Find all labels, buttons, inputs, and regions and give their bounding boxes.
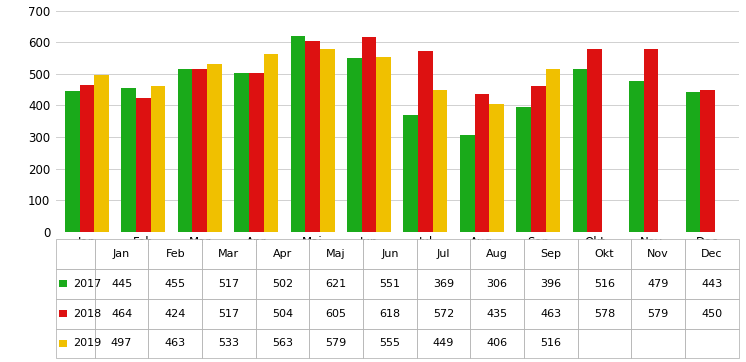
Text: Jun: Jun (381, 249, 398, 259)
Bar (80, 85, 94, 232)
Bar (700, 90, 715, 232)
Bar (404, 115, 418, 232)
Text: 479: 479 (648, 279, 668, 289)
Bar (489, 104, 504, 232)
Text: 463: 463 (540, 308, 561, 319)
Text: 306: 306 (486, 279, 507, 289)
Bar (207, 64, 222, 232)
Text: Apr: Apr (273, 249, 292, 259)
Bar (516, 107, 531, 232)
Text: 443: 443 (701, 279, 722, 289)
Text: 533: 533 (219, 338, 239, 349)
Bar (587, 49, 602, 232)
Text: 2018: 2018 (73, 308, 101, 319)
Bar (531, 86, 545, 232)
Text: 497: 497 (111, 338, 132, 349)
Text: Mar: Mar (219, 249, 239, 259)
Bar (474, 94, 489, 232)
Text: 516: 516 (540, 338, 561, 349)
Text: 579: 579 (325, 338, 347, 349)
Text: 445: 445 (111, 279, 132, 289)
Bar (234, 73, 249, 232)
Bar (629, 81, 644, 232)
Bar (320, 49, 335, 232)
Text: 579: 579 (648, 308, 668, 319)
Text: 517: 517 (219, 279, 239, 289)
Text: 449: 449 (433, 338, 454, 349)
Text: 369: 369 (433, 279, 454, 289)
Bar (433, 90, 448, 232)
Bar (305, 41, 320, 232)
Text: 424: 424 (165, 308, 186, 319)
Bar (362, 37, 377, 232)
Text: Feb: Feb (166, 249, 185, 259)
Bar (686, 92, 700, 232)
Bar (151, 86, 166, 232)
Text: Jul: Jul (436, 249, 451, 259)
Bar (347, 58, 362, 232)
Bar (136, 98, 151, 232)
Text: 551: 551 (379, 279, 401, 289)
Bar (418, 51, 433, 232)
Bar (178, 68, 192, 232)
Bar (460, 135, 474, 232)
Bar (291, 36, 305, 232)
Text: Jan: Jan (113, 249, 131, 259)
Text: 2019: 2019 (73, 338, 101, 349)
Text: Maj: Maj (326, 249, 346, 259)
Text: Aug: Aug (486, 249, 508, 259)
Text: 618: 618 (379, 308, 401, 319)
Text: 504: 504 (272, 308, 293, 319)
Bar (122, 88, 136, 232)
Text: Nov: Nov (648, 249, 669, 259)
Text: 516: 516 (594, 279, 615, 289)
Bar (263, 54, 278, 232)
Text: 396: 396 (540, 279, 561, 289)
Text: 502: 502 (272, 279, 293, 289)
Text: 463: 463 (165, 338, 186, 349)
Bar (573, 69, 587, 232)
Text: 2017: 2017 (73, 279, 101, 289)
Text: 455: 455 (165, 279, 186, 289)
Text: Okt: Okt (595, 249, 614, 259)
Text: Dec: Dec (701, 249, 722, 259)
Bar (644, 49, 659, 232)
Bar (192, 68, 207, 232)
Text: 605: 605 (326, 308, 347, 319)
Bar (545, 69, 560, 232)
Bar (65, 91, 80, 232)
Text: 464: 464 (111, 308, 132, 319)
Text: 572: 572 (433, 308, 454, 319)
Bar (377, 56, 391, 232)
Text: 578: 578 (594, 308, 615, 319)
Text: 621: 621 (325, 279, 347, 289)
Bar (94, 75, 109, 232)
Text: 406: 406 (486, 338, 508, 349)
Text: 435: 435 (486, 308, 508, 319)
Text: 450: 450 (701, 308, 722, 319)
Text: 555: 555 (379, 338, 401, 349)
Text: 517: 517 (219, 308, 239, 319)
Text: Sep: Sep (540, 249, 561, 259)
Text: 563: 563 (272, 338, 293, 349)
Bar (249, 73, 263, 232)
